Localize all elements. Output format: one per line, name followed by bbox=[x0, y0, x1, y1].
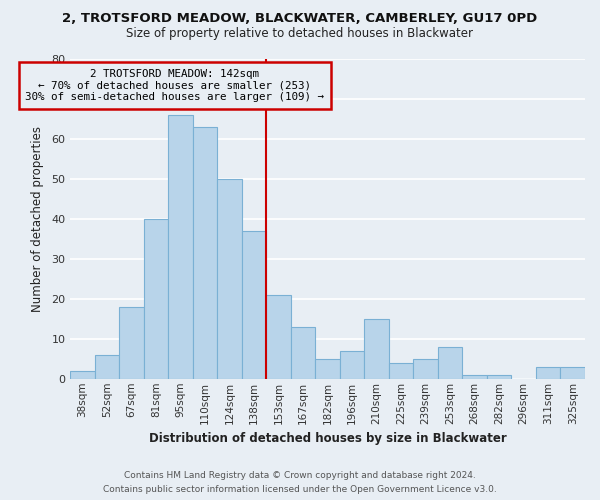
Bar bbox=[266, 295, 291, 379]
Bar bbox=[193, 127, 217, 379]
Bar bbox=[364, 319, 389, 379]
X-axis label: Distribution of detached houses by size in Blackwater: Distribution of detached houses by size … bbox=[149, 432, 506, 445]
Bar bbox=[438, 347, 463, 379]
Bar bbox=[169, 115, 193, 379]
Bar bbox=[119, 307, 144, 379]
Y-axis label: Number of detached properties: Number of detached properties bbox=[31, 126, 44, 312]
Bar bbox=[217, 179, 242, 379]
Bar bbox=[291, 327, 316, 379]
Text: 2, TROTSFORD MEADOW, BLACKWATER, CAMBERLEY, GU17 0PD: 2, TROTSFORD MEADOW, BLACKWATER, CAMBERL… bbox=[62, 12, 538, 26]
Bar bbox=[536, 367, 560, 379]
Bar bbox=[144, 219, 169, 379]
Bar bbox=[487, 375, 511, 379]
Bar bbox=[560, 367, 585, 379]
Bar bbox=[413, 359, 438, 379]
Text: 2 TROTSFORD MEADOW: 142sqm
← 70% of detached houses are smaller (253)
30% of sem: 2 TROTSFORD MEADOW: 142sqm ← 70% of deta… bbox=[25, 69, 324, 102]
Bar bbox=[463, 375, 487, 379]
Bar bbox=[389, 363, 413, 379]
Bar bbox=[242, 231, 266, 379]
Text: Contains HM Land Registry data © Crown copyright and database right 2024.
Contai: Contains HM Land Registry data © Crown c… bbox=[103, 472, 497, 494]
Bar bbox=[95, 355, 119, 379]
Text: Size of property relative to detached houses in Blackwater: Size of property relative to detached ho… bbox=[127, 28, 473, 40]
Bar bbox=[70, 371, 95, 379]
Bar bbox=[340, 351, 364, 379]
Bar bbox=[316, 359, 340, 379]
